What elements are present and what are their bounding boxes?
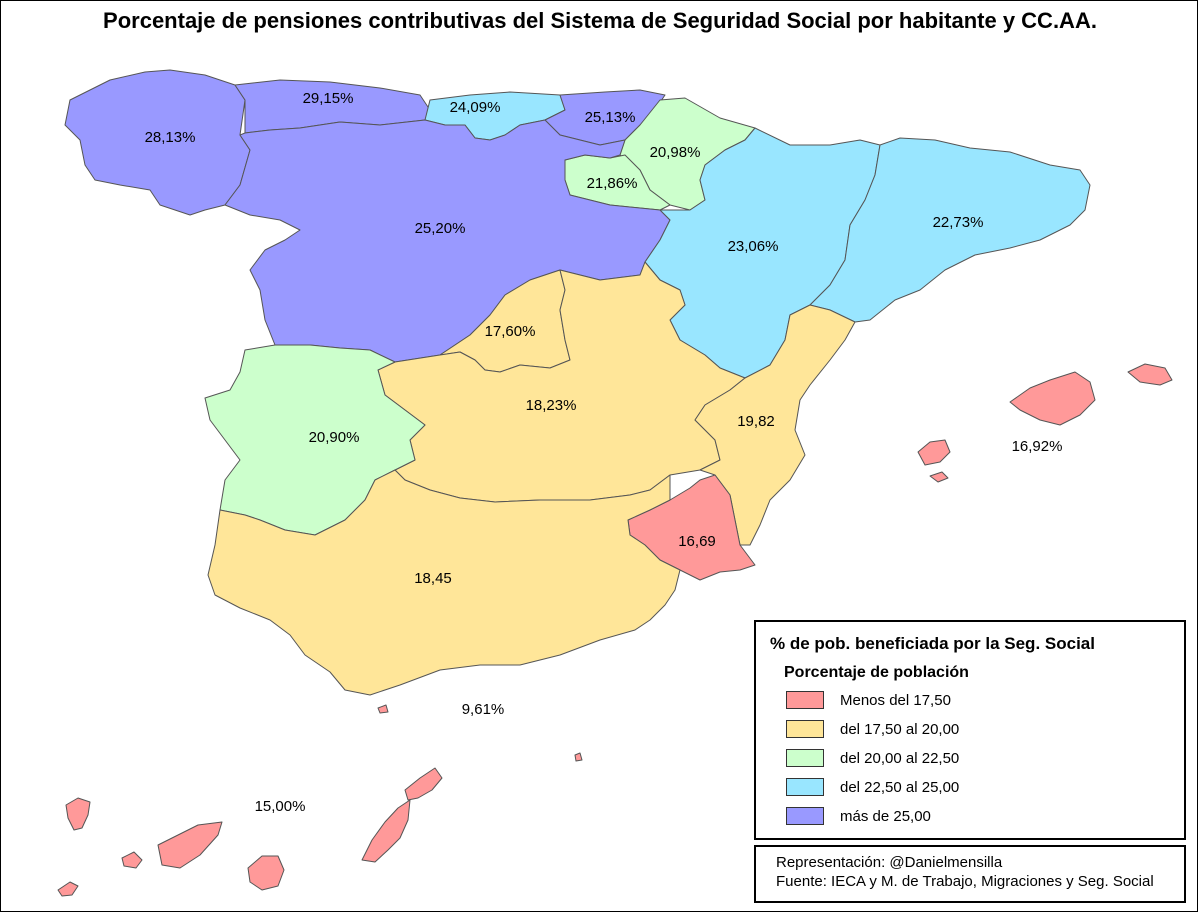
label-cataluna: 22,73% [933, 214, 984, 231]
legend-item-label: más de 25,00 [840, 807, 931, 825]
legend-swatch [786, 778, 824, 796]
credits-box: Representación: @Danielmensilla Fuente: … [754, 845, 1186, 903]
label-canarias: 15,00% [255, 798, 306, 815]
region-baleares-formentera [929, 471, 949, 483]
region-canarias-la-palma [65, 797, 91, 831]
region-cataluna [809, 137, 1091, 323]
label-aragon: 23,06% [728, 238, 779, 255]
label-cantabria: 24,09% [450, 99, 501, 116]
region-ceuta [377, 704, 389, 714]
label-la-rioja: 21,86% [587, 175, 638, 192]
credits-source: Fuente: IECA y M. de Trabajo, Migracione… [776, 873, 1154, 890]
legend-swatch [786, 720, 824, 738]
legend-item-label: Menos del 17,50 [840, 691, 951, 709]
legend-swatch [786, 691, 824, 709]
label-pais-vasco: 25,13% [585, 109, 636, 126]
region-baleares [1009, 371, 1096, 426]
legend-item-label: del 22,50 al 25,00 [840, 778, 960, 796]
label-madrid: 17,60% [485, 323, 536, 340]
label-murcia: 16,69 [678, 533, 716, 550]
region-melilla [574, 752, 583, 762]
legend-title: % de pob. beneficiada por la Seg. Social [770, 634, 1095, 653]
credits-representation: Representación: @Danielmensilla [776, 854, 1003, 871]
map-title: Porcentaje de pensiones contributivas de… [103, 8, 1097, 33]
legend-item-label: del 20,00 al 22,50 [840, 749, 960, 767]
region-valencia [694, 304, 856, 546]
region-canarias-lanzarote [404, 767, 443, 801]
legend-item: del 20,00 al 22,50 [786, 748, 959, 768]
legend-item: del 22,50 al 25,00 [786, 777, 959, 797]
label-navarra: 20,98% [650, 144, 701, 161]
region-andalucia [207, 469, 681, 696]
label-extremadura: 20,90% [309, 429, 360, 446]
label-galicia: 28,13% [145, 129, 196, 146]
region-baleares-menorca [1127, 363, 1173, 386]
label-asturias: 29,15% [303, 90, 354, 107]
region-baleares-ibiza [917, 439, 951, 466]
legend-item: del 17,50 al 20,00 [786, 719, 959, 739]
label-castilla-y-leon: 25,20% [415, 220, 466, 237]
legend-swatch [786, 807, 824, 825]
region-canarias-tenerife [157, 821, 223, 869]
legend-swatch [786, 749, 824, 767]
label-andalucia: 18,45 [414, 570, 452, 587]
label-valencia: 19,82 [737, 413, 775, 430]
legend: % de pob. beneficiada por la Seg. Social… [754, 620, 1186, 840]
region-canarias-fuerteventura [361, 799, 411, 863]
region-galicia [64, 69, 251, 216]
legend-item: más de 25,00 [786, 806, 931, 826]
region-canarias-gran-canaria [247, 855, 285, 891]
region-canarias-gomera [121, 851, 143, 869]
label-castilla-la-mancha: 18,23% [526, 397, 577, 414]
region-canarias-hierro [57, 881, 79, 897]
legend-item-label: del 17,50 al 20,00 [840, 720, 960, 738]
label-baleares: 16,92% [1012, 438, 1063, 455]
label-ceuta-melilla: 9,61% [462, 701, 505, 718]
legend-subtitle: Porcentaje de población [784, 664, 969, 681]
legend-item: Menos del 17,50 [786, 690, 951, 710]
